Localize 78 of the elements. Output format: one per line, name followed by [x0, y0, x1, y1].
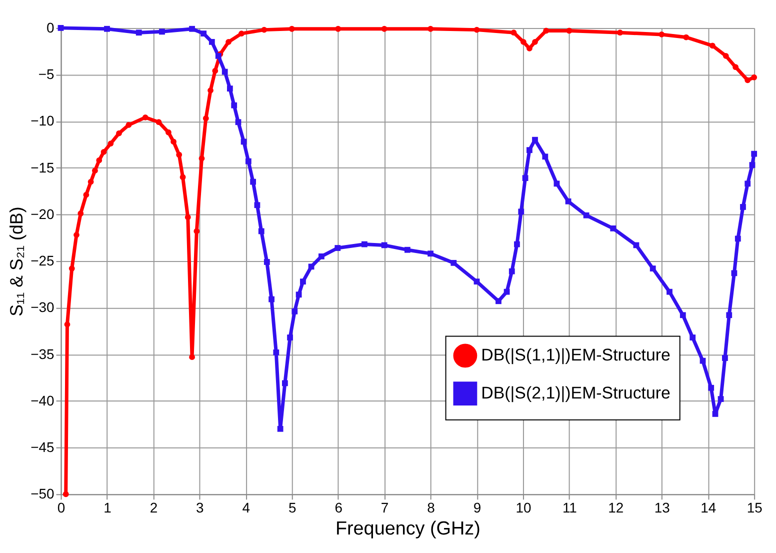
y-tick-label: −30 — [30, 299, 55, 316]
point — [92, 168, 98, 174]
point — [261, 26, 268, 33]
legend-label: DB(|S(2,1)|)EM-Structure — [481, 384, 670, 403]
point — [658, 32, 665, 38]
x-tick-label: 11 — [562, 500, 578, 516]
point — [751, 74, 758, 80]
x-tick-label: 2 — [150, 500, 158, 516]
point — [526, 46, 532, 52]
x-tick-label: 1 — [104, 500, 112, 516]
y-tick-label: 0 — [46, 19, 55, 36]
y-tick-label: −40 — [30, 392, 55, 408]
x-tick-label: 0 — [57, 500, 66, 516]
y-axis-title: S₁₁ & S₂₁ (dB) — [6, 206, 27, 316]
point — [202, 115, 209, 122]
legend-label: DB(|S(1,1)|)EM-Structure — [481, 346, 670, 365]
y-tick-label: −10 — [30, 112, 55, 129]
x-axis-title: Frequency (GHz) — [335, 518, 480, 540]
point — [176, 152, 182, 158]
x-tick-label: 7 — [380, 500, 389, 516]
x-tick-label: 5 — [288, 500, 296, 516]
point — [88, 178, 94, 185]
point — [732, 64, 739, 70]
point — [184, 214, 191, 220]
point — [683, 34, 690, 40]
x-tick-label: 8 — [427, 500, 436, 516]
x-tick-label: 9 — [473, 500, 482, 516]
point — [208, 87, 214, 94]
point — [710, 42, 716, 49]
point — [100, 149, 107, 155]
point — [510, 30, 517, 36]
y-tick-label: −50 — [30, 486, 55, 502]
y-tick-label: −20 — [30, 206, 55, 222]
point — [170, 138, 176, 145]
y-tick-label: −25 — [30, 252, 55, 269]
point — [96, 157, 102, 164]
point — [108, 140, 114, 146]
point — [381, 26, 388, 32]
point — [64, 322, 70, 328]
x-tick-label: 10 — [516, 500, 532, 516]
point — [166, 129, 172, 136]
point — [474, 26, 480, 33]
y-tick-label: −15 — [30, 159, 55, 176]
point — [532, 38, 538, 45]
y-tick-label: −35 — [30, 346, 55, 362]
x-tick-label: 12 — [608, 500, 624, 516]
point — [543, 28, 550, 34]
point — [62, 491, 69, 498]
y-tick-label: −45 — [30, 439, 55, 456]
x-tick-label: 15 — [746, 500, 763, 516]
point — [189, 354, 195, 360]
point — [142, 114, 148, 120]
x-tick-label: 13 — [654, 500, 670, 516]
point — [212, 68, 218, 74]
point — [238, 30, 244, 36]
point — [566, 28, 572, 34]
x-tick-label: 6 — [334, 500, 343, 516]
point — [116, 130, 122, 136]
point — [428, 26, 434, 32]
point — [198, 156, 205, 162]
point — [126, 122, 132, 128]
point — [520, 38, 526, 45]
x-tick-label: 4 — [242, 500, 250, 516]
x-tick-label: 14 — [700, 500, 716, 516]
point — [78, 210, 84, 216]
point — [288, 26, 295, 32]
point — [744, 77, 751, 84]
y-tick-label: −5 — [38, 66, 55, 82]
point — [722, 52, 729, 59]
point — [194, 228, 200, 234]
point — [180, 174, 186, 180]
point — [74, 232, 80, 238]
point — [156, 119, 162, 126]
point — [83, 192, 90, 198]
point — [68, 266, 75, 272]
x-tick-label: 3 — [196, 500, 204, 516]
point — [617, 30, 623, 36]
point — [226, 38, 232, 45]
